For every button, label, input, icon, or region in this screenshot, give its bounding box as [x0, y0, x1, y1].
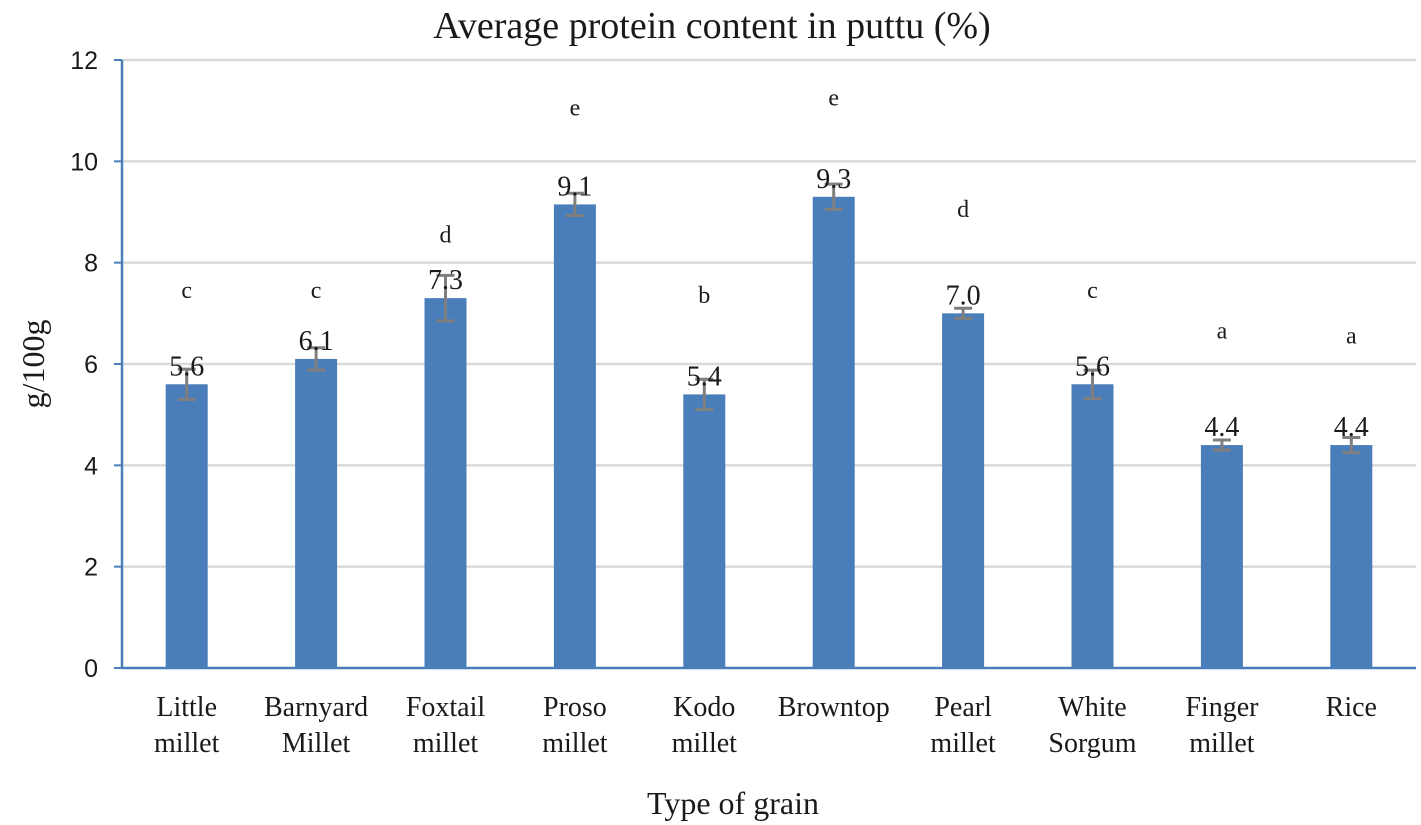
- y-tick-label: 6: [84, 351, 98, 379]
- significance-letter: e: [570, 96, 581, 122]
- x-tick-label: Rice: [1326, 692, 1377, 723]
- bar: [424, 298, 467, 668]
- gridlines: [122, 58, 1416, 568]
- x-tick-label: Sorgum: [1048, 728, 1136, 759]
- significance-letter: c: [1087, 278, 1098, 304]
- significance-letter: b: [698, 283, 710, 309]
- y-tick-label: 12: [70, 47, 98, 75]
- bar: [295, 358, 338, 668]
- data-label: 6.1: [299, 326, 334, 357]
- y-tick-label: 0: [84, 655, 98, 683]
- x-tick-label: Kodo: [673, 692, 735, 723]
- significance-letter: d: [440, 222, 452, 248]
- x-tick-label: Browntop: [778, 692, 890, 723]
- x-tick-label: Pearl: [934, 692, 992, 723]
- x-tick-label: Proso: [543, 692, 607, 723]
- bar: [553, 204, 596, 668]
- axes: 0 2 4 6 8 10 12 Little millet Barnyard Millet Foxta…: [70, 47, 1416, 759]
- y-tick-label: 10: [70, 148, 98, 176]
- bars: [165, 196, 1373, 669]
- data-labels: 5.6 c 6.1 c 7.3 d 9.1 e 5.4 b 9.3 e 7.0 d 5.6 c 4.4 a 4.4 a: [169, 86, 1369, 443]
- significance-letter: a: [1346, 324, 1357, 350]
- y-tick-label: 4: [84, 452, 98, 480]
- y-tick-label: 8: [84, 250, 98, 278]
- bar: [812, 196, 855, 669]
- bar: [1071, 384, 1114, 668]
- data-label: 4.4: [1204, 412, 1239, 443]
- bar: [942, 313, 985, 668]
- significance-letter: c: [181, 278, 192, 304]
- x-tick-label: millet: [672, 728, 738, 759]
- x-tick-label: Foxtail: [406, 692, 486, 723]
- x-tick-label: millet: [413, 728, 479, 759]
- x-tick-label: Millet: [282, 728, 351, 759]
- x-axis-title: Type of grain: [647, 785, 819, 821]
- significance-letter: d: [957, 197, 969, 223]
- data-label: 4.4: [1334, 412, 1369, 443]
- bar: [1200, 445, 1243, 668]
- x-tick-label: Barnyard: [264, 692, 368, 723]
- x-tick-label: Finger: [1185, 692, 1259, 723]
- significance-letter: a: [1217, 319, 1228, 345]
- x-tick-label: millet: [930, 728, 996, 759]
- data-label: 7.3: [428, 265, 463, 296]
- x-tick-label: millet: [542, 728, 608, 759]
- bar: [165, 384, 208, 668]
- y-axis-title: g/100g: [15, 320, 51, 409]
- significance-letter: e: [828, 86, 839, 112]
- x-tick-label: millet: [154, 728, 220, 759]
- data-label: 9.1: [557, 171, 592, 202]
- y-tick-label: 2: [84, 554, 98, 582]
- significance-letter: c: [311, 278, 322, 304]
- data-label: 9.3: [816, 164, 851, 195]
- bar: [683, 394, 726, 668]
- data-label: 7.0: [946, 280, 981, 311]
- data-label: 5.4: [687, 361, 722, 392]
- x-tick-label: millet: [1189, 728, 1255, 759]
- x-tick-label: Little: [156, 692, 217, 723]
- data-label: 5.6: [1075, 351, 1110, 382]
- x-tick-label: White: [1058, 692, 1126, 723]
- chart-title: Average protein content in puttu (%): [433, 5, 991, 47]
- data-label: 5.6: [169, 351, 204, 382]
- bar: [1330, 445, 1373, 668]
- error-bars: [177, 182, 1361, 455]
